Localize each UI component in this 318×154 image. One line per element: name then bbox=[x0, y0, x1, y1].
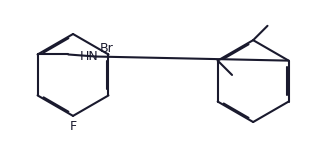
Text: Br: Br bbox=[100, 42, 113, 55]
Text: HN: HN bbox=[79, 50, 98, 63]
Text: F: F bbox=[69, 120, 77, 133]
